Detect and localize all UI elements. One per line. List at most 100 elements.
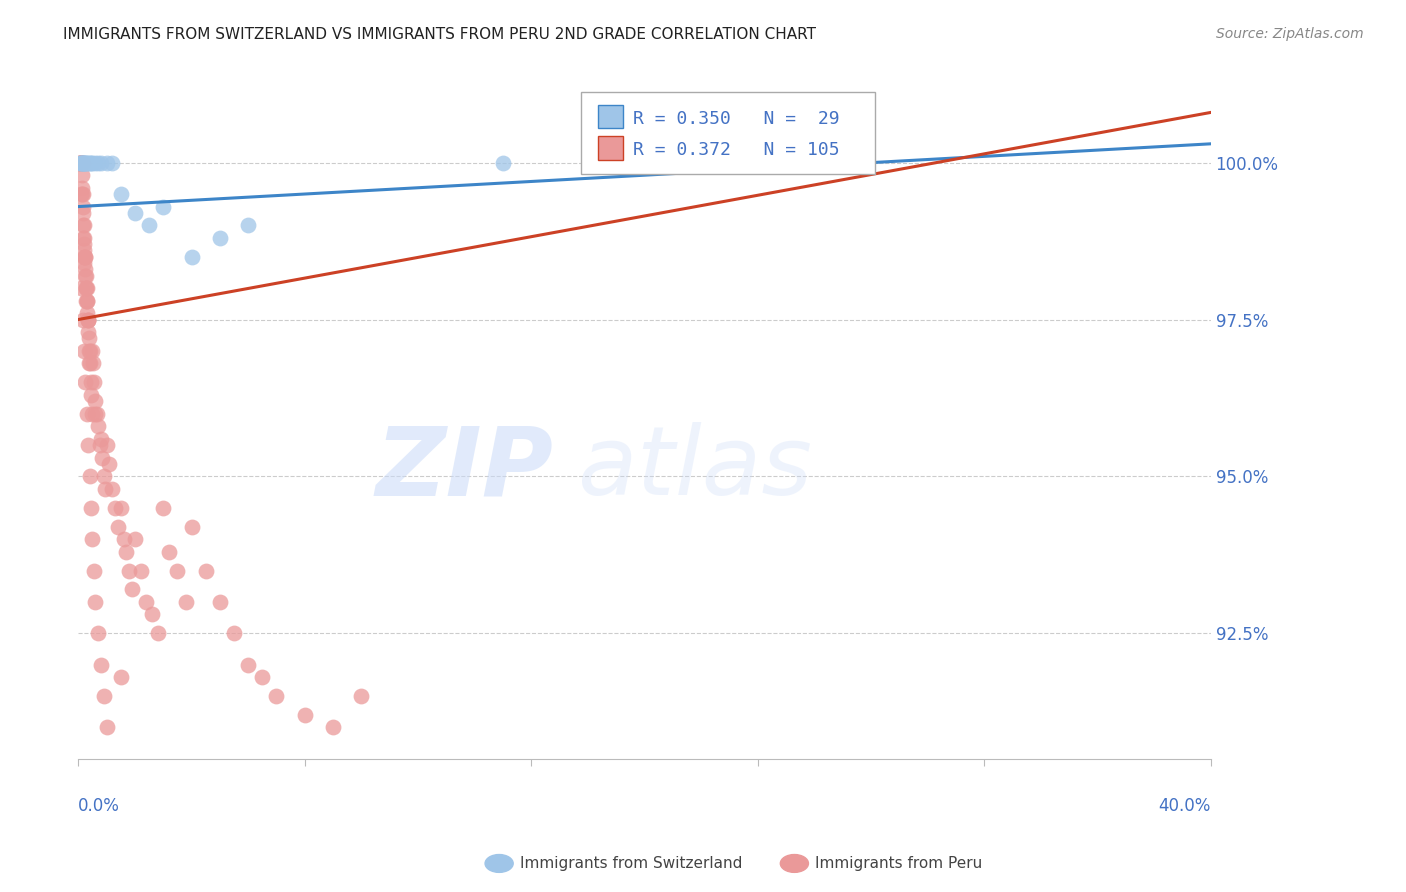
Text: 40.0%: 40.0% — [1159, 797, 1211, 814]
Point — [73, 231, 96, 245]
Point — [96, 155, 118, 169]
Point — [77, 312, 100, 326]
Point — [236, 657, 259, 672]
Point — [91, 450, 114, 465]
Point — [80, 500, 103, 515]
Point — [86, 407, 108, 421]
Point — [76, 306, 98, 320]
Point — [83, 376, 105, 390]
Point — [70, 155, 93, 169]
Point — [96, 720, 118, 734]
Point — [93, 689, 115, 703]
Point — [89, 438, 111, 452]
Point — [75, 155, 97, 169]
Point — [79, 356, 101, 370]
Point — [72, 231, 94, 245]
Point — [72, 187, 94, 202]
Point — [70, 168, 93, 182]
Point — [180, 519, 202, 533]
Point — [252, 670, 274, 684]
Point — [76, 407, 98, 421]
Point — [76, 281, 98, 295]
Point — [90, 432, 112, 446]
Point — [101, 155, 124, 169]
Point — [121, 582, 143, 597]
Point — [222, 626, 245, 640]
Point — [294, 707, 316, 722]
Point — [87, 419, 110, 434]
Point — [77, 438, 100, 452]
Point — [75, 155, 97, 169]
Point — [76, 293, 98, 308]
Point — [70, 281, 93, 295]
Point — [82, 356, 104, 370]
Point — [77, 312, 100, 326]
Text: 0.0%: 0.0% — [79, 797, 120, 814]
Point — [79, 469, 101, 483]
Point — [72, 200, 94, 214]
Point — [76, 312, 98, 326]
Point — [73, 343, 96, 358]
Point — [80, 376, 103, 390]
Point — [87, 155, 110, 169]
Text: ZIP: ZIP — [375, 423, 554, 516]
Point — [70, 155, 93, 169]
Point — [79, 356, 101, 370]
Point — [70, 155, 93, 169]
Point — [83, 564, 105, 578]
Point — [69, 155, 91, 169]
Point — [146, 626, 169, 640]
Point — [76, 293, 98, 308]
Point — [72, 155, 94, 169]
Point — [208, 231, 231, 245]
Point — [110, 670, 132, 684]
Text: Immigrants from Switzerland: Immigrants from Switzerland — [520, 856, 742, 871]
Point — [75, 281, 97, 295]
Point — [141, 607, 163, 622]
Point — [77, 155, 100, 169]
Point — [76, 293, 98, 308]
Text: atlas: atlas — [576, 423, 811, 516]
Point — [84, 155, 107, 169]
Point — [152, 500, 174, 515]
Point — [492, 155, 515, 169]
Text: Source: ZipAtlas.com: Source: ZipAtlas.com — [1216, 27, 1364, 41]
Point — [84, 595, 107, 609]
Point — [79, 343, 101, 358]
Point — [350, 689, 373, 703]
Text: IMMIGRANTS FROM SWITZERLAND VS IMMIGRANTS FROM PERU 2ND GRADE CORRELATION CHART: IMMIGRANTS FROM SWITZERLAND VS IMMIGRANT… — [63, 27, 817, 42]
Point — [322, 720, 344, 734]
Point — [90, 657, 112, 672]
Point — [174, 595, 197, 609]
Point — [73, 237, 96, 252]
Point — [72, 312, 94, 326]
Point — [75, 376, 97, 390]
Point — [73, 244, 96, 258]
Point — [73, 256, 96, 270]
Point — [84, 394, 107, 409]
Point — [69, 155, 91, 169]
Point — [112, 532, 135, 546]
Point — [118, 564, 141, 578]
Point — [73, 262, 96, 277]
Point — [194, 564, 217, 578]
Point — [72, 206, 94, 220]
Point — [75, 281, 97, 295]
Point — [75, 268, 97, 283]
Point — [79, 155, 101, 169]
Point — [72, 219, 94, 233]
Point — [70, 155, 93, 169]
Point — [138, 219, 160, 233]
Point — [75, 250, 97, 264]
Point — [266, 689, 288, 703]
Point — [135, 595, 157, 609]
Point — [70, 187, 93, 202]
Point — [70, 180, 93, 194]
Point — [87, 626, 110, 640]
Point — [166, 564, 188, 578]
Point — [73, 155, 96, 169]
Point — [77, 325, 100, 339]
Point — [90, 155, 112, 169]
Point — [96, 438, 118, 452]
Point — [73, 155, 96, 169]
